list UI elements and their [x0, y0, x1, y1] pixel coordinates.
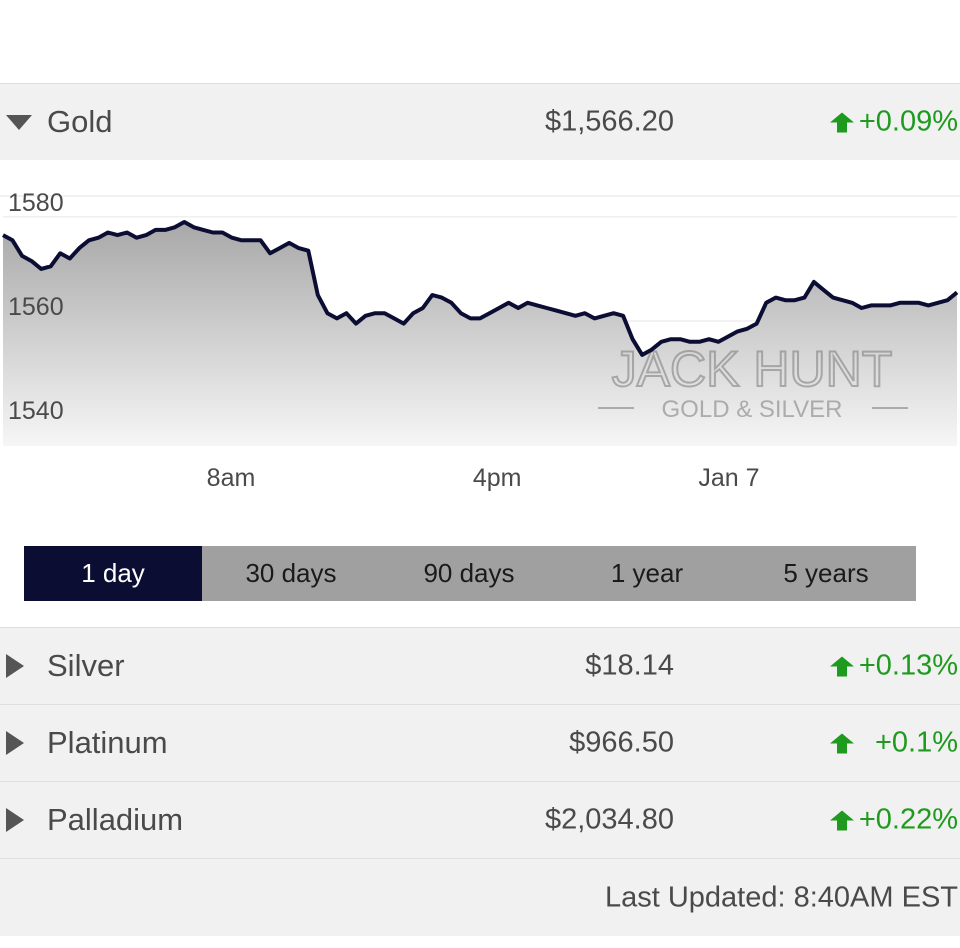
expand-triangle-icon[interactable] — [6, 808, 24, 832]
chart-area-fill — [3, 222, 957, 446]
metal-name: Palladium — [47, 802, 184, 837]
expand-triangle-icon[interactable] — [6, 654, 24, 678]
up-arrow-icon — [829, 810, 854, 830]
tab-30-days[interactable]: 30 days — [245, 558, 337, 588]
metal-change-value: +0.22% — [858, 803, 958, 836]
metal-row-silver[interactable]: Silver $18.14 +0.13% — [0, 627, 960, 704]
metal-row-platinum[interactable]: Platinum $966.50 +0.1% — [0, 704, 960, 781]
metal-price: $1,566.20 — [544, 105, 674, 138]
tab-1-day[interactable]: 1 day — [24, 546, 202, 601]
y-tick-label: 1580 — [8, 189, 64, 217]
y-axis-labels: 1580 1560 1540 — [8, 189, 64, 425]
metal-price: $2,034.80 — [544, 803, 674, 836]
expand-triangle-icon[interactable] — [6, 731, 24, 755]
metal-change: +0.1% — [829, 727, 958, 760]
metal-change: +0.09% — [829, 106, 958, 139]
y-tick-label: 1540 — [8, 397, 64, 425]
tab-5-years[interactable]: 5 years — [783, 558, 869, 588]
x-tick-label: 8am — [207, 464, 256, 492]
up-arrow-icon — [829, 112, 854, 132]
tab-90-days[interactable]: 90 days — [423, 558, 515, 588]
metal-price: $966.50 — [569, 726, 674, 759]
up-arrow-icon — [829, 733, 854, 753]
y-tick-label: 1560 — [8, 293, 64, 321]
metal-row-palladium[interactable]: Palladium $2,034.80 +0.22% — [0, 781, 960, 858]
metal-change-value: +0.1% — [874, 726, 958, 759]
metal-change: +0.13% — [829, 650, 958, 683]
last-updated-bar: Last Updated: 8:40AM EST — [0, 858, 960, 936]
watermark-sub: GOLD & SILVER — [662, 396, 843, 423]
metal-name: Platinum — [47, 725, 168, 760]
up-arrow-icon — [829, 656, 854, 676]
metal-change-value: +0.09% — [858, 105, 958, 138]
x-tick-label: 4pm — [473, 464, 522, 492]
metal-row-gold[interactable]: Gold $1,566.20 +0.09% — [0, 83, 960, 160]
watermark-logo: JACK HUNT GOLD & SILVER — [598, 340, 908, 423]
last-updated-text: Last Updated: 8:40AM EST — [604, 881, 958, 913]
metal-name: Gold — [47, 104, 113, 139]
watermark-brand: JACK HUNT — [612, 341, 893, 397]
metal-change: +0.22% — [829, 804, 958, 837]
price-chart: JACK HUNT GOLD & SILVER 1580 1560 1540 8am… — [0, 189, 960, 492]
period-selector: 1 day 30 days 90 days 1 year 5 years — [24, 546, 916, 601]
tab-1-year[interactable]: 1 year — [610, 558, 684, 588]
x-tick-label: Jan 7 — [698, 464, 759, 492]
chart-series-line — [2, 220, 959, 357]
metal-name: Silver — [47, 648, 125, 683]
metal-change-value: +0.13% — [858, 649, 958, 682]
metal-price: $18.14 — [585, 649, 674, 682]
x-axis-labels: 8am 4pm Jan 7 — [207, 464, 760, 492]
collapse-triangle-icon[interactable] — [6, 115, 32, 130]
